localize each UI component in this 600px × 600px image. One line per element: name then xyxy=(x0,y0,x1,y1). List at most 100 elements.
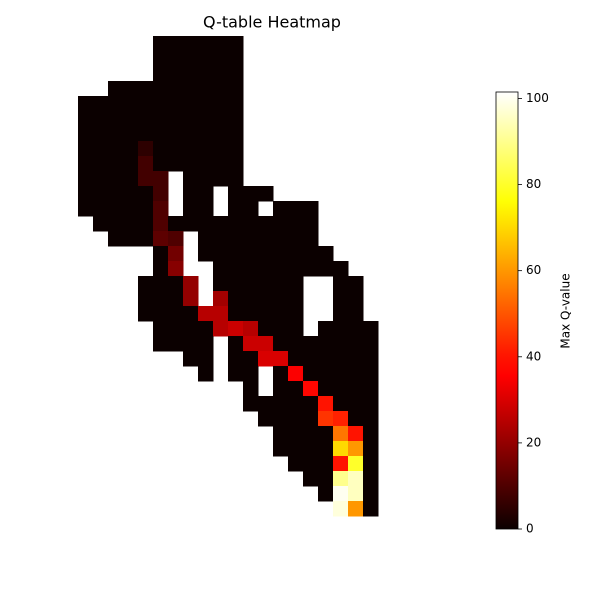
heat-cell xyxy=(153,156,169,172)
heat-cell xyxy=(288,201,304,217)
heat-cell xyxy=(168,216,184,232)
heat-cell xyxy=(168,66,184,82)
heat-cell xyxy=(258,276,274,292)
heat-cell xyxy=(198,171,214,187)
heat-cell xyxy=(288,441,304,457)
heat-cell xyxy=(213,261,229,277)
heat-cell xyxy=(333,261,349,277)
heat-cell xyxy=(183,66,199,82)
heat-cell xyxy=(138,126,154,142)
heat-cell xyxy=(348,426,364,442)
heat-cell xyxy=(333,441,349,457)
heat-cell xyxy=(303,426,319,442)
heat-cell xyxy=(243,336,259,352)
heat-cell xyxy=(333,381,349,397)
heat-cell xyxy=(228,246,244,262)
heat-cell xyxy=(138,216,154,232)
heat-cell xyxy=(303,231,319,247)
heat-cell xyxy=(213,216,229,232)
heat-cell xyxy=(138,231,154,247)
heat-cell xyxy=(213,66,229,82)
heat-cell xyxy=(273,261,289,277)
heat-cell xyxy=(153,246,169,262)
heat-cell xyxy=(243,306,259,322)
heat-cell xyxy=(288,426,304,442)
heat-cell xyxy=(318,246,334,262)
heat-cell xyxy=(333,291,349,307)
heat-cell xyxy=(213,291,229,307)
heat-cell xyxy=(318,336,334,352)
heat-cell xyxy=(363,336,379,352)
heat-cell xyxy=(348,306,364,322)
heat-cell xyxy=(318,321,334,337)
heat-cell xyxy=(228,201,244,217)
heat-cell xyxy=(123,216,139,232)
heat-cell xyxy=(243,216,259,232)
heat-cell xyxy=(138,156,154,172)
heat-cell xyxy=(318,411,334,427)
heat-cell xyxy=(363,351,379,367)
heat-cell xyxy=(153,306,169,322)
heat-cell xyxy=(363,501,379,517)
heat-cell xyxy=(93,216,109,232)
heat-cell xyxy=(138,201,154,217)
colorbar-tick-label: 20 xyxy=(526,435,541,449)
heat-cell xyxy=(288,366,304,382)
heat-cell xyxy=(138,141,154,157)
heat-cell xyxy=(348,411,364,427)
heat-cell xyxy=(138,306,154,322)
heat-cell xyxy=(183,111,199,127)
heat-cell xyxy=(153,171,169,187)
heat-cell xyxy=(108,81,124,97)
heat-cell xyxy=(288,456,304,472)
heat-cell xyxy=(303,261,319,277)
heat-cell xyxy=(318,381,334,397)
heat-cell xyxy=(153,96,169,112)
heat-cell xyxy=(168,111,184,127)
heat-cell xyxy=(123,81,139,97)
heat-cell xyxy=(318,351,334,367)
heat-cell xyxy=(168,336,184,352)
heat-cell xyxy=(228,81,244,97)
heat-cell xyxy=(183,276,199,292)
heat-cell xyxy=(348,276,364,292)
heat-cell xyxy=(333,366,349,382)
heat-cell xyxy=(228,141,244,157)
heat-cell xyxy=(348,381,364,397)
heat-cell xyxy=(318,366,334,382)
heat-cell xyxy=(243,186,259,202)
heat-cell xyxy=(213,246,229,262)
heat-cell xyxy=(303,441,319,457)
heat-cell xyxy=(288,231,304,247)
heat-cell xyxy=(213,156,229,172)
heat-cell xyxy=(303,216,319,232)
heat-cell xyxy=(198,141,214,157)
heat-cell xyxy=(228,336,244,352)
heat-cell xyxy=(258,411,274,427)
heat-cell xyxy=(318,471,334,487)
heat-cell xyxy=(213,321,229,337)
heat-cell xyxy=(273,306,289,322)
heat-cell xyxy=(333,276,349,292)
heat-cell xyxy=(123,96,139,112)
heat-cell xyxy=(333,351,349,367)
heat-cell xyxy=(288,336,304,352)
heat-cell xyxy=(93,171,109,187)
heat-cell xyxy=(273,291,289,307)
heat-cell xyxy=(348,351,364,367)
heat-cell xyxy=(333,411,349,427)
heat-cell xyxy=(168,276,184,292)
heat-cell xyxy=(138,111,154,127)
heat-cell xyxy=(243,261,259,277)
colorbar-tick-label: 60 xyxy=(526,263,541,277)
heat-cell xyxy=(138,96,154,112)
heat-cell xyxy=(198,306,214,322)
heat-cell xyxy=(243,396,259,412)
heat-cell xyxy=(123,111,139,127)
heat-cell xyxy=(108,231,124,247)
heat-cell xyxy=(288,381,304,397)
heat-cell xyxy=(288,216,304,232)
heat-cell xyxy=(108,186,124,202)
heat-cell xyxy=(183,351,199,367)
heat-cell xyxy=(258,246,274,262)
